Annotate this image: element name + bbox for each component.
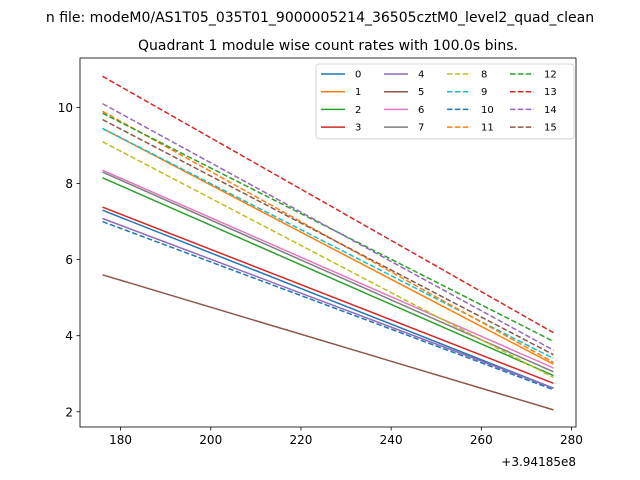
series-line-3 <box>102 206 554 384</box>
legend-label-6: 6 <box>418 105 424 116</box>
legend-label-15: 15 <box>544 123 557 134</box>
x-axis-offset-label: +3.94185e8 <box>501 455 576 469</box>
series-line-4 <box>102 217 554 389</box>
legend-label-7: 7 <box>418 123 424 134</box>
legend-label-0: 0 <box>355 70 361 81</box>
x-tick-label: 220 <box>289 433 312 447</box>
legend-label-5: 5 <box>418 87 424 98</box>
axes-frame <box>79 57 577 428</box>
series-line-1 <box>102 127 554 365</box>
legend-label-3: 3 <box>355 123 361 134</box>
x-tick-label: 200 <box>199 433 222 447</box>
y-tick-label: 2 <box>65 405 73 419</box>
y-tick-label: 4 <box>65 329 73 343</box>
legend-label-11: 11 <box>481 123 494 134</box>
legend-label-12: 12 <box>544 70 557 81</box>
series-line-0 <box>102 209 554 389</box>
y-tick-label: 6 <box>65 253 73 267</box>
series-line-7 <box>102 171 554 373</box>
legend-label-2: 2 <box>355 105 361 116</box>
legend-label-13: 13 <box>544 87 557 98</box>
figure-suptitle: n file: modeM0/AS1T05_035T01_9000005214_… <box>46 10 594 26</box>
chart-title: Quadrant 1 module wise count rates with … <box>138 38 518 54</box>
legend-label-14: 14 <box>544 105 557 116</box>
legend-label-10: 10 <box>481 105 494 116</box>
x-tick-label: 240 <box>380 433 403 447</box>
legend-label-4: 4 <box>418 70 424 81</box>
y-tick-label: 8 <box>65 177 73 191</box>
series-layer <box>102 75 554 411</box>
legend-label-8: 8 <box>481 70 487 81</box>
series-line-8 <box>102 141 554 379</box>
legend-label-9: 9 <box>481 87 487 98</box>
series-line-14 <box>102 102 554 351</box>
x-tick-label: 260 <box>470 433 493 447</box>
series-line-6 <box>102 169 554 369</box>
series-line-10 <box>102 220 554 391</box>
legend-label-1: 1 <box>355 87 361 98</box>
legend-box <box>315 63 575 140</box>
y-tick-label: 10 <box>58 101 73 115</box>
series-line-5 <box>102 274 554 411</box>
series-line-12 <box>102 112 554 343</box>
x-tick-label: 280 <box>560 433 583 447</box>
x-tick-label: 180 <box>109 433 132 447</box>
series-line-15 <box>102 118 554 356</box>
series-line-2 <box>102 177 554 377</box>
